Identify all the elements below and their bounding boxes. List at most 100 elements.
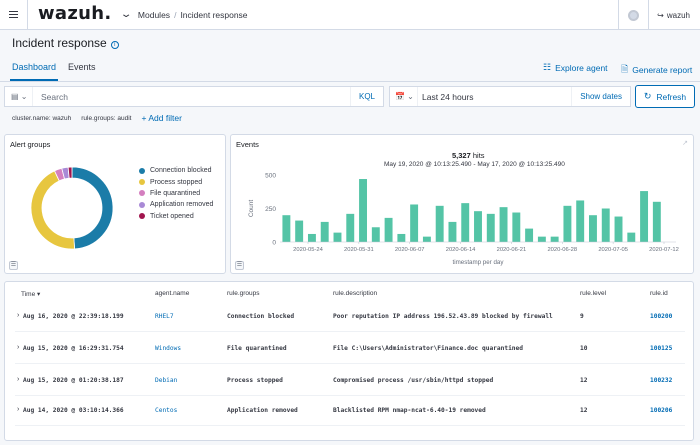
events-time-range: May 19, 2020 @ 10:13:25.490 - May 17, 20…	[384, 161, 565, 168]
event-bar[interactable]	[550, 236, 559, 242]
event-bar[interactable]	[295, 220, 304, 242]
column-header-level[interactable]: rule.level	[580, 290, 607, 297]
event-bar[interactable]	[589, 215, 597, 242]
y-tick-label: 0	[272, 240, 276, 247]
show-dates-button[interactable]: Show dates	[571, 87, 630, 106]
generate-report-button[interactable]: 🗎 Generate report	[621, 62, 692, 78]
event-bar[interactable]	[512, 212, 521, 242]
event-bar[interactable]	[282, 215, 291, 242]
tab-dashboard[interactable]: Dashboard	[12, 62, 57, 72]
logout-button[interactable]: ↪ wazuh	[648, 0, 700, 30]
cell-rule-id[interactable]: 100232	[650, 377, 673, 384]
date-picker: 📅 ⌄ Last 24 hours Show dates	[389, 86, 631, 107]
event-bar[interactable]	[486, 213, 495, 242]
legend-item[interactable]: Process stopped	[139, 176, 213, 187]
wazuh-logo[interactable]: wazuh.	[38, 3, 112, 24]
event-bar[interactable]	[652, 201, 661, 242]
event-bar[interactable]	[307, 233, 316, 242]
cell-rule-id[interactable]: 100200	[650, 313, 673, 320]
refresh-button[interactable]: ↻ Refresh	[635, 85, 695, 108]
event-bar[interactable]	[397, 233, 406, 242]
info-icon[interactable]: i	[110, 41, 119, 49]
column-header-groups[interactable]: rule.groups	[227, 290, 260, 297]
legend-item[interactable]: Ticket opened	[139, 211, 213, 222]
legend-item[interactable]: Connection blocked	[139, 165, 213, 176]
event-bar[interactable]	[346, 213, 355, 242]
search-input[interactable]: Search	[41, 91, 68, 102]
legend-toggle-icon[interactable]: ☰	[9, 261, 18, 270]
add-filter-button[interactable]: + Add filter	[141, 113, 182, 123]
cell-group: Process stopped	[227, 377, 283, 384]
calendar-icon: 📅 ⌄	[395, 92, 414, 101]
legend-toggle-icon[interactable]: ☰	[235, 261, 244, 270]
event-bar[interactable]	[525, 228, 534, 242]
event-bar[interactable]	[576, 200, 585, 242]
column-header-description[interactable]: rule.description	[333, 290, 378, 297]
event-bar[interactable]	[627, 232, 636, 242]
event-bar[interactable]	[601, 208, 610, 243]
menu-button[interactable]	[0, 0, 28, 30]
expand-row-icon[interactable]: ›	[17, 376, 20, 383]
event-bar[interactable]	[410, 204, 419, 242]
chevron-down-icon[interactable]: ⌄	[119, 9, 133, 20]
event-bar[interactable]	[537, 236, 546, 242]
event-bar[interactable]	[461, 203, 470, 242]
table-row[interactable]: › Aug 16, 2020 @ 22:39:18.199 RHEL7 Connect…	[15, 302, 685, 332]
cell-description: Blacklisted RPM nmap-ncat-6.40-19 remove…	[333, 407, 486, 414]
document-icon: 🗎	[621, 64, 629, 74]
event-bar[interactable]	[563, 205, 572, 242]
x-tick-label: 2020-06-28	[547, 247, 577, 253]
expand-icon[interactable]: ↗	[682, 140, 688, 147]
event-bar[interactable]	[359, 179, 367, 242]
breadcrumb-modules[interactable]: Modules	[137, 9, 171, 20]
event-bar[interactable]	[614, 216, 623, 242]
event-bar[interactable]	[435, 205, 444, 242]
legend-item[interactable]: Application removed	[139, 199, 213, 210]
legend-label: Process stopped	[150, 178, 203, 186]
filter-bar: cluster.name: wazuh rule.groups: audit +…	[12, 112, 182, 124]
table-row[interactable]: › Aug 14, 2020 @ 03:10:14.366 Centos Applic…	[15, 396, 685, 426]
events-histogram: 0 250 500 Count 2020-05-24 2020-05-31 2020-06-…	[248, 173, 679, 267]
event-bar[interactable]	[474, 211, 482, 242]
event-bar[interactable]	[448, 221, 457, 242]
donut-slice[interactable]	[67, 166, 73, 179]
tab-events[interactable]: Events	[68, 62, 96, 72]
column-header-time[interactable]: Time ▾	[21, 291, 41, 298]
event-bar[interactable]	[384, 217, 393, 242]
cell-agent[interactable]: RHEL7	[155, 313, 174, 320]
column-header-agent[interactable]: agent.name	[155, 290, 190, 297]
expand-row-icon[interactable]: ›	[17, 406, 20, 413]
kql-toggle[interactable]: KQL	[349, 87, 383, 106]
cell-agent[interactable]: Windows	[155, 345, 182, 352]
settings-button[interactable]	[618, 0, 648, 30]
filter-pill[interactable]: rule.groups: audit	[81, 114, 132, 122]
panel-title: Alert groups	[10, 140, 51, 149]
event-bar[interactable]	[333, 232, 342, 242]
expand-row-icon[interactable]: ›	[17, 344, 20, 351]
cell-agent[interactable]: Debian	[155, 377, 178, 384]
donut-slice[interactable]	[71, 166, 114, 250]
legend-label: Application removed	[150, 201, 214, 209]
event-bar[interactable]	[499, 207, 508, 242]
explore-agent-button[interactable]: ☷ Explore agent	[543, 62, 608, 73]
event-bar[interactable]	[640, 191, 649, 242]
x-tick-label: 2020-05-24	[293, 247, 323, 253]
legend-label: Connection blocked	[150, 167, 212, 175]
date-quick-menu[interactable]: 📅 ⌄	[390, 87, 418, 106]
legend-item[interactable]: File quarantined	[139, 188, 213, 199]
saved-queries-button[interactable]: ▤ ⌄	[5, 87, 33, 106]
cell-rule-id[interactable]: 100125	[650, 345, 673, 352]
cell-agent[interactable]: Centos	[155, 407, 178, 414]
date-range[interactable]: Last 24 hours	[422, 91, 474, 102]
filter-pill[interactable]: cluster.name: wazuh	[12, 114, 72, 122]
donut-slice[interactable]	[30, 170, 75, 250]
cell-rule-id[interactable]: 100206	[650, 407, 673, 414]
event-bar[interactable]	[320, 221, 329, 242]
event-bar[interactable]	[371, 227, 380, 242]
table-row[interactable]: › Aug 15, 2020 @ 16:29:31.754 Windows File …	[15, 334, 685, 364]
column-header-id[interactable]: rule.id	[650, 290, 668, 297]
expand-row-icon[interactable]: ›	[17, 312, 20, 319]
table-row[interactable]: › Aug 15, 2020 @ 01:20:38.187 Debian Proces…	[15, 366, 685, 396]
event-bar[interactable]	[422, 236, 431, 242]
active-tab-indicator	[10, 79, 58, 81]
